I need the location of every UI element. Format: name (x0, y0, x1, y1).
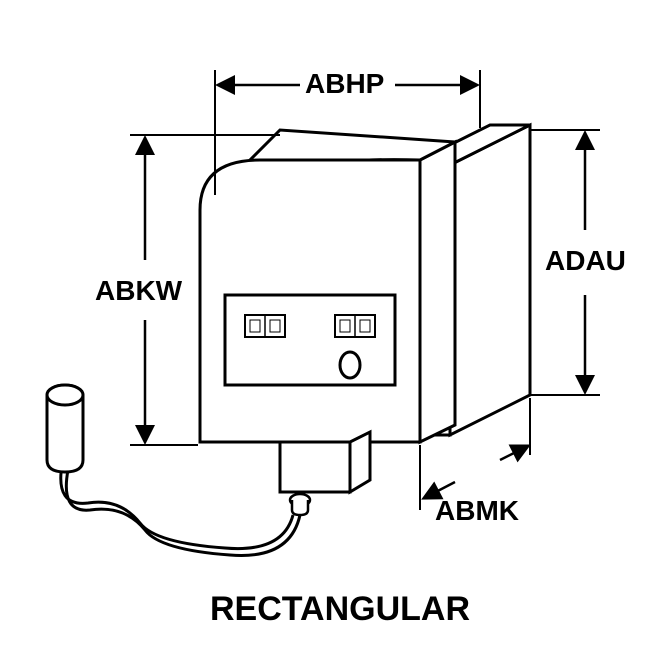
label-right-upper: ADAU (545, 245, 626, 277)
diagram-container: ABHP ABKW ADAU ABMK RECTANGULAR (0, 0, 660, 668)
device-diagram (0, 0, 660, 668)
label-top: ABHP (305, 68, 384, 100)
label-right-lower: ABMK (435, 495, 519, 527)
label-left: ABKW (95, 275, 182, 307)
caption: RECTANGULAR (180, 590, 500, 629)
